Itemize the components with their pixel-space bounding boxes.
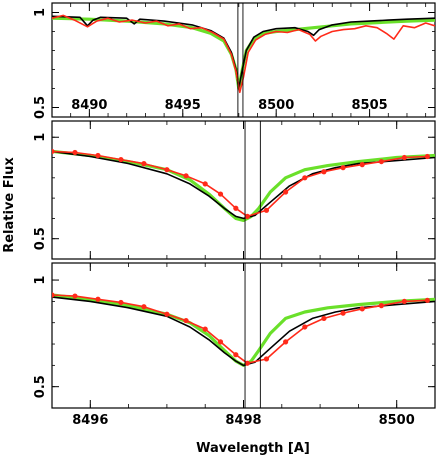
data-point bbox=[183, 173, 189, 179]
data-point bbox=[283, 339, 289, 345]
series-group bbox=[52, 14, 435, 94]
x-axis-label: Wavelength [A] bbox=[196, 441, 310, 456]
panel-bottom: 0.5 1 8496 8498 8500 bbox=[33, 262, 436, 428]
y-tick-label: 1 bbox=[33, 276, 48, 285]
data-point bbox=[217, 191, 224, 197]
data-point bbox=[183, 317, 189, 324]
data-point bbox=[302, 175, 308, 181]
data-point bbox=[378, 303, 384, 309]
data-point bbox=[244, 213, 250, 219]
data-point bbox=[302, 324, 308, 330]
data-point bbox=[141, 304, 147, 310]
panel-frame bbox=[51, 262, 436, 409]
data-point bbox=[141, 161, 147, 167]
series-line-red bbox=[52, 14, 435, 94]
data-point bbox=[52, 148, 55, 155]
data-point bbox=[424, 297, 430, 303]
data-point bbox=[263, 356, 270, 362]
data-point bbox=[283, 189, 289, 195]
series-group bbox=[52, 148, 435, 222]
panel-middle: 0.51 bbox=[33, 120, 436, 260]
data-point bbox=[118, 156, 124, 163]
data-point bbox=[340, 165, 346, 171]
data-point bbox=[164, 167, 170, 173]
data-point bbox=[217, 339, 224, 345]
data-point bbox=[340, 310, 346, 316]
data-point bbox=[321, 169, 327, 175]
y-axis-label: Relative Flux bbox=[2, 157, 17, 253]
y-tick-label: 0.5 bbox=[33, 375, 48, 398]
data-point bbox=[233, 352, 239, 358]
x-tick-label: 8500 bbox=[379, 413, 415, 428]
data-point bbox=[202, 326, 208, 332]
series-group bbox=[52, 292, 435, 367]
data-point bbox=[72, 149, 78, 156]
y-tick-label: 0.5 bbox=[33, 227, 48, 250]
y-tick-label: 1 bbox=[33, 133, 48, 142]
data-point bbox=[424, 153, 430, 160]
series-line-black bbox=[52, 296, 435, 367]
x-tick-label: 8496 bbox=[72, 413, 108, 428]
data-point bbox=[95, 296, 101, 302]
x-tick-label: 8498 bbox=[225, 413, 261, 428]
data-point bbox=[164, 311, 170, 317]
x-tick-label: 8505 bbox=[352, 98, 388, 113]
panel-top: 0.5 1 8490 8495 8500 8505 bbox=[33, 2, 436, 119]
data-point bbox=[95, 152, 101, 159]
x-tick-label: 8500 bbox=[258, 98, 294, 113]
panel-frame bbox=[51, 120, 436, 260]
series-line-black bbox=[52, 15, 435, 90]
data-point bbox=[244, 360, 250, 366]
panel-frame bbox=[51, 2, 436, 118]
series-line-red bbox=[52, 294, 428, 364]
data-point bbox=[263, 207, 270, 213]
data-point bbox=[321, 315, 327, 322]
data-point bbox=[233, 205, 239, 211]
x-tick-label: 8490 bbox=[71, 98, 107, 113]
data-point bbox=[118, 299, 124, 306]
data-point bbox=[359, 162, 365, 168]
data-point bbox=[378, 158, 384, 165]
data-point bbox=[52, 292, 55, 298]
data-point bbox=[401, 154, 407, 161]
data-point bbox=[72, 293, 78, 299]
x-tick-label: 8495 bbox=[165, 98, 201, 113]
y-tick-label: 0.5 bbox=[33, 96, 48, 119]
data-point bbox=[202, 181, 208, 187]
data-point bbox=[401, 298, 407, 304]
data-point bbox=[359, 306, 365, 312]
y-tick-label: 1 bbox=[33, 8, 48, 17]
series-line-red bbox=[52, 150, 428, 218]
